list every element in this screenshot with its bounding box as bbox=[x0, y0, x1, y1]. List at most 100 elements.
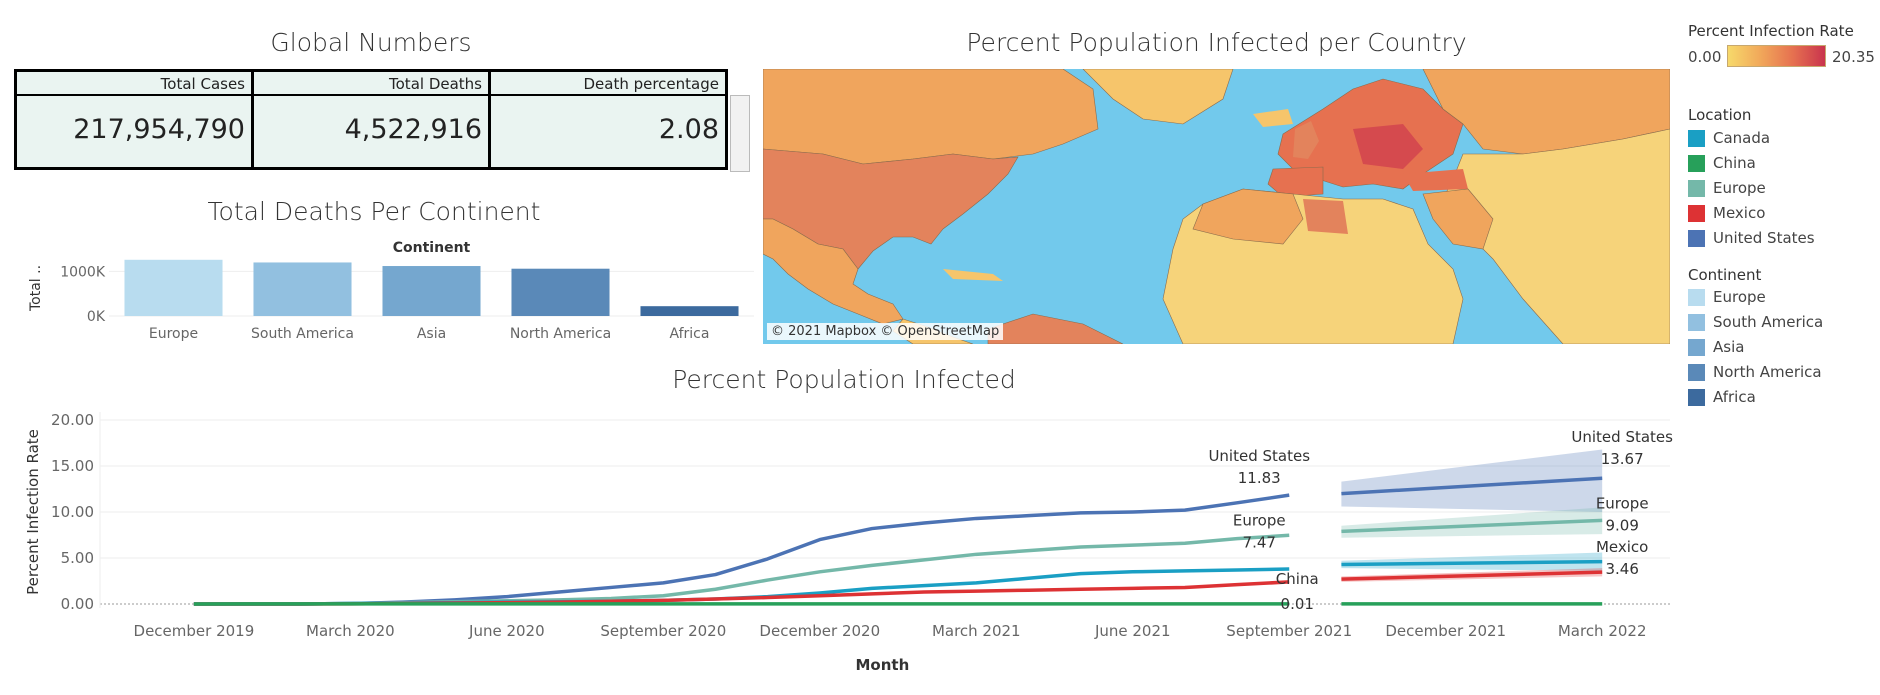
legend-swatch bbox=[1688, 388, 1705, 406]
map-greenland bbox=[1082, 69, 1234, 125]
legend-swatch bbox=[1688, 179, 1705, 197]
death-percentage-header: Death percentage bbox=[491, 72, 725, 96]
legend-label: Europe bbox=[1713, 179, 1766, 197]
forecast-line[interactable] bbox=[1341, 476, 1603, 496]
legend-label: Mexico bbox=[1713, 204, 1766, 222]
bar-y-axis-label: Total .. bbox=[28, 265, 44, 312]
bar-north-america[interactable] bbox=[511, 268, 610, 316]
location-legend-item[interactable]: China bbox=[1688, 153, 1756, 173]
line-chart-title: Percent Population Infected bbox=[672, 365, 1016, 394]
line-y-axis-label: Percent Infection Rate bbox=[24, 429, 42, 595]
series-end-value: 7.47 bbox=[1243, 533, 1276, 551]
continent-bar-chart: Continent Total .. 0K 1000K Europe South Amer… bbox=[28, 240, 754, 342]
continent-legend-item[interactable]: South America bbox=[1688, 312, 1823, 332]
series-end-name: China bbox=[1276, 570, 1319, 588]
total-deaths-header: Total Deaths bbox=[254, 72, 488, 96]
map-libya bbox=[1303, 199, 1348, 234]
forecast-value: 3.46 bbox=[1605, 560, 1638, 578]
legend-swatch bbox=[1688, 229, 1705, 247]
continent-legend-item[interactable]: Europe bbox=[1688, 287, 1766, 307]
line-y-tick-label: 0.00 bbox=[61, 595, 94, 613]
location-legend-item[interactable]: Mexico bbox=[1688, 203, 1765, 223]
legend-label: Canada bbox=[1713, 129, 1771, 147]
continent-column-header: Continent bbox=[393, 240, 471, 256]
map-mexico bbox=[763, 218, 904, 325]
legend-label: Africa bbox=[1713, 388, 1756, 406]
legend-swatch bbox=[1688, 363, 1705, 381]
line-x-tick-label: March 2020 bbox=[306, 622, 395, 640]
forecast-name: Europe bbox=[1596, 494, 1649, 512]
forecast-line[interactable] bbox=[1341, 518, 1603, 534]
line-x-tick-label: September 2021 bbox=[1226, 622, 1352, 640]
map-north-africa bbox=[1192, 188, 1304, 245]
line-x-tick-label: December 2020 bbox=[759, 622, 880, 640]
legend-swatch bbox=[1688, 338, 1705, 356]
legend-label: Europe bbox=[1713, 288, 1766, 306]
global-numbers-table: Total Cases 217,954,790 Total Deaths 4,5… bbox=[14, 69, 728, 170]
location-legend-title: Location bbox=[1688, 106, 1752, 124]
line-y-tick-label: 5.00 bbox=[61, 549, 94, 567]
map-turkey bbox=[1403, 169, 1468, 191]
death-percentage-column: Death percentage 2.08 bbox=[491, 72, 725, 167]
line-x-tick-label: March 2021 bbox=[932, 622, 1021, 640]
map-canvas bbox=[763, 69, 1670, 344]
continent-legend-item[interactable]: Africa bbox=[1688, 387, 1756, 407]
infection-map[interactable]: © 2021 Mapbox © OpenStreetMap bbox=[763, 69, 1670, 344]
location-legend-item[interactable]: United States bbox=[1688, 228, 1815, 248]
forecast-name: United States bbox=[1571, 428, 1673, 446]
legend-swatch bbox=[1688, 204, 1705, 222]
line-x-tick-label: June 2021 bbox=[1094, 622, 1171, 640]
legend-label: North America bbox=[1713, 363, 1822, 381]
line-y-tick-label: 10.00 bbox=[51, 503, 94, 521]
total-deaths-value: 4,522,916 bbox=[344, 114, 482, 145]
line-x-tick-label: December 2019 bbox=[134, 622, 255, 640]
legend-label: Asia bbox=[1713, 338, 1745, 356]
series-end-value: 0.01 bbox=[1281, 595, 1314, 613]
death-percentage-value: 2.08 bbox=[658, 114, 719, 145]
bar-south-america[interactable] bbox=[253, 262, 352, 316]
table-scrollbar[interactable] bbox=[730, 95, 750, 172]
infection-line-chart: 0.00 5.00 10.00 15.00 20.00 December 2019 Marc… bbox=[24, 411, 1673, 674]
continent-legend-item[interactable]: Asia bbox=[1688, 337, 1744, 357]
location-legend-item[interactable]: Europe bbox=[1688, 178, 1766, 198]
forecast-line[interactable] bbox=[1341, 559, 1603, 567]
bar-asia[interactable] bbox=[382, 266, 481, 316]
series-line-europe[interactable] bbox=[193, 533, 1290, 606]
rate-color-ramp bbox=[1727, 45, 1826, 67]
line-y-tick-label: 15.00 bbox=[51, 457, 94, 475]
continent-legend-item[interactable]: North America bbox=[1688, 362, 1822, 382]
map-uk bbox=[1293, 121, 1319, 159]
legend-swatch bbox=[1688, 288, 1705, 306]
location-legend-item[interactable]: Canada bbox=[1688, 128, 1770, 148]
map-credit: © 2021 Mapbox © OpenStreetMap bbox=[767, 323, 1004, 340]
line-x-axis-label: Month bbox=[856, 656, 910, 674]
bar-y-tick-label: 1000K bbox=[60, 264, 106, 280]
bar-category-label: North America bbox=[510, 326, 611, 342]
forecast-band bbox=[1341, 449, 1603, 512]
bar-category-label: Africa bbox=[670, 326, 710, 342]
line-x-tick-label: September 2020 bbox=[600, 622, 726, 640]
map-canada bbox=[763, 69, 1099, 165]
total-cases-column: Total Cases 217,954,790 bbox=[17, 72, 254, 167]
legend-label: China bbox=[1713, 154, 1756, 172]
map-iceland bbox=[1253, 109, 1293, 127]
global-numbers-title: Global Numbers bbox=[270, 28, 472, 57]
map-south-america bbox=[987, 313, 1124, 344]
legend-swatch bbox=[1688, 154, 1705, 172]
map-middle-east bbox=[1422, 188, 1494, 250]
legend-label: United States bbox=[1713, 229, 1815, 247]
line-x-tick-label: June 2020 bbox=[468, 622, 545, 640]
legend-swatch bbox=[1688, 313, 1705, 331]
legend-swatch bbox=[1688, 129, 1705, 147]
forecast-value: 13.67 bbox=[1601, 450, 1644, 468]
rate-legend-title: Percent Infection Rate bbox=[1688, 22, 1854, 40]
forecast-name: Mexico bbox=[1596, 538, 1648, 556]
continent-legend-title: Continent bbox=[1688, 266, 1762, 284]
map-title: Percent Population Infected per Country bbox=[966, 28, 1467, 57]
bar-africa[interactable] bbox=[640, 306, 739, 316]
legend-label: South America bbox=[1713, 313, 1824, 331]
total-deaths-column: Total Deaths 4,522,916 bbox=[254, 72, 491, 167]
forecast-line[interactable] bbox=[1341, 570, 1603, 581]
bar-europe[interactable] bbox=[124, 259, 223, 316]
bar-category-label: Europe bbox=[149, 326, 198, 342]
